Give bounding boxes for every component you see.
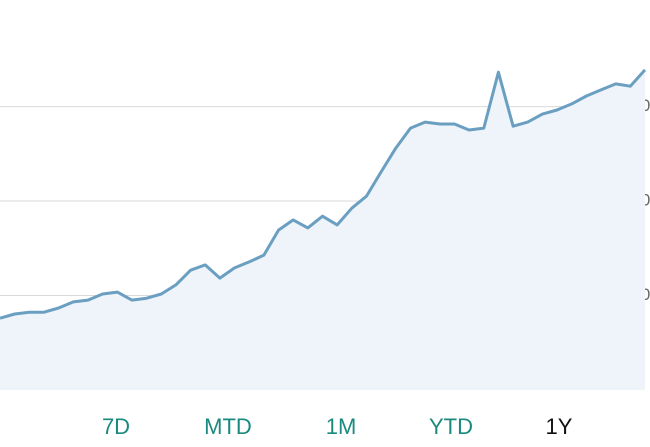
range-tab[interactable]: 7D bbox=[102, 414, 130, 439]
range-tabs: 7D MTD 1M YTD 1Y bbox=[102, 414, 573, 439]
range-tab[interactable]: YTD bbox=[429, 414, 473, 439]
area-fill bbox=[0, 69, 645, 391]
range-tab[interactable]: 1Y bbox=[546, 414, 573, 439]
chart: 250500750 bbox=[0, 68, 650, 391]
range-tab[interactable]: MTD bbox=[204, 414, 252, 439]
line bbox=[0, 68, 647, 320]
range-tab[interactable]: 1M bbox=[326, 414, 357, 439]
